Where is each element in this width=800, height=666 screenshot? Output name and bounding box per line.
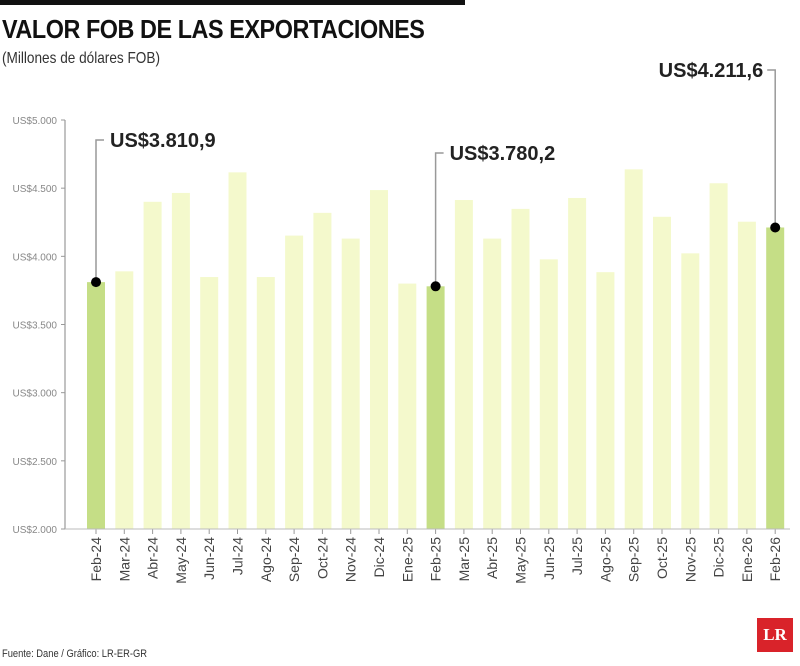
bar-Feb-25 (426, 286, 445, 529)
y-tick-label: US$2.000 (13, 525, 58, 536)
x-tick-label: Jun-24 (201, 537, 217, 580)
lr-logo: LR (757, 618, 793, 652)
bar-Dic-24 (370, 190, 388, 530)
bar-Sep-25 (624, 169, 643, 529)
bar-Ago-25 (596, 272, 615, 529)
x-tick-label: Feb-25 (428, 537, 444, 582)
x-tick-label: Feb-24 (88, 537, 104, 582)
x-tick-label: Jul-24 (230, 537, 246, 575)
bar-Oct-25 (653, 216, 671, 529)
x-tick-label: Sep-24 (286, 537, 302, 582)
annotation-label: US$3.810,9 (110, 130, 216, 152)
x-tick-label: Abr-25 (484, 537, 500, 579)
bar-Sep-24 (285, 235, 304, 530)
x-tick-label: Ago-25 (597, 537, 613, 582)
bar-Ago-24 (256, 277, 275, 529)
y-tick-label: US$4.000 (13, 252, 58, 263)
x-tick-label: Abr-24 (145, 537, 161, 579)
y-tick-label: US$4.500 (13, 184, 58, 195)
annotation-label: US$4.211,6 (659, 60, 764, 82)
bar-May-25 (511, 208, 530, 529)
bar-May-24 (171, 192, 190, 529)
x-tick-label: Jul-25 (569, 537, 585, 575)
bar-Ene-25 (398, 283, 417, 529)
annotation-leader (95, 139, 104, 283)
x-tick-label: Mar-24 (116, 537, 132, 582)
x-tick-label: Mar-25 (456, 537, 472, 582)
x-tick-label: Nov-25 (682, 537, 698, 582)
x-tick-label: Ene-25 (399, 537, 415, 582)
bar-Ene-26 (737, 221, 756, 530)
bar-Jun-25 (539, 259, 558, 529)
y-tick-label: US$2.500 (13, 457, 58, 468)
data-marker (770, 222, 781, 233)
x-tick-label: May-25 (513, 537, 529, 584)
x-tick-label: Dic-25 (711, 537, 727, 578)
bar-Mar-25 (454, 200, 473, 530)
bar-Dic-25 (709, 183, 728, 529)
bar-Nov-25 (681, 253, 700, 530)
x-tick-label: Jun-25 (541, 537, 557, 580)
annotation-leader (434, 152, 444, 287)
bar-Oct-24 (313, 212, 332, 529)
bar-Jul-24 (228, 172, 247, 530)
y-tick-label: US$3.500 (13, 321, 58, 332)
chart-subtitle: (Millones de dólares FOB) (2, 50, 160, 67)
bar-Feb-24 (87, 282, 105, 529)
x-tick-label: Sep-25 (626, 537, 642, 582)
bar-Nov-24 (341, 238, 360, 530)
y-tick-label: US$3.000 (13, 389, 58, 400)
annotation-label: US$3.780,2 (450, 143, 556, 165)
source-note: Fuente: Dane / Gráfico: LR-ER-GR (2, 648, 147, 660)
x-tick-label: Oct-24 (314, 537, 330, 579)
x-tick-label: Ago-24 (258, 537, 274, 582)
top-rule (0, 0, 465, 5)
x-tick-label: Ene-26 (739, 537, 755, 582)
bar-Jun-24 (200, 277, 219, 529)
bar-Jul-25 (568, 197, 587, 529)
x-tick-label: May-24 (173, 537, 189, 584)
bar-Abr-25 (483, 238, 502, 530)
chart-title: VALOR FOB DE LAS EXPORTACIONES (2, 14, 425, 44)
y-tick-label: US$5.000 (13, 116, 58, 127)
x-tick-label: Dic-24 (371, 537, 387, 578)
x-tick-label: Oct-25 (654, 537, 670, 579)
bar-Feb-26 (766, 227, 785, 529)
data-marker (91, 277, 101, 288)
annotation-leader (767, 69, 776, 228)
x-tick-label: Nov-24 (343, 537, 359, 582)
data-marker (430, 281, 441, 292)
x-tick-label: Feb-26 (767, 537, 783, 582)
bar-Abr-24 (143, 201, 162, 530)
bar-Mar-24 (115, 271, 134, 529)
